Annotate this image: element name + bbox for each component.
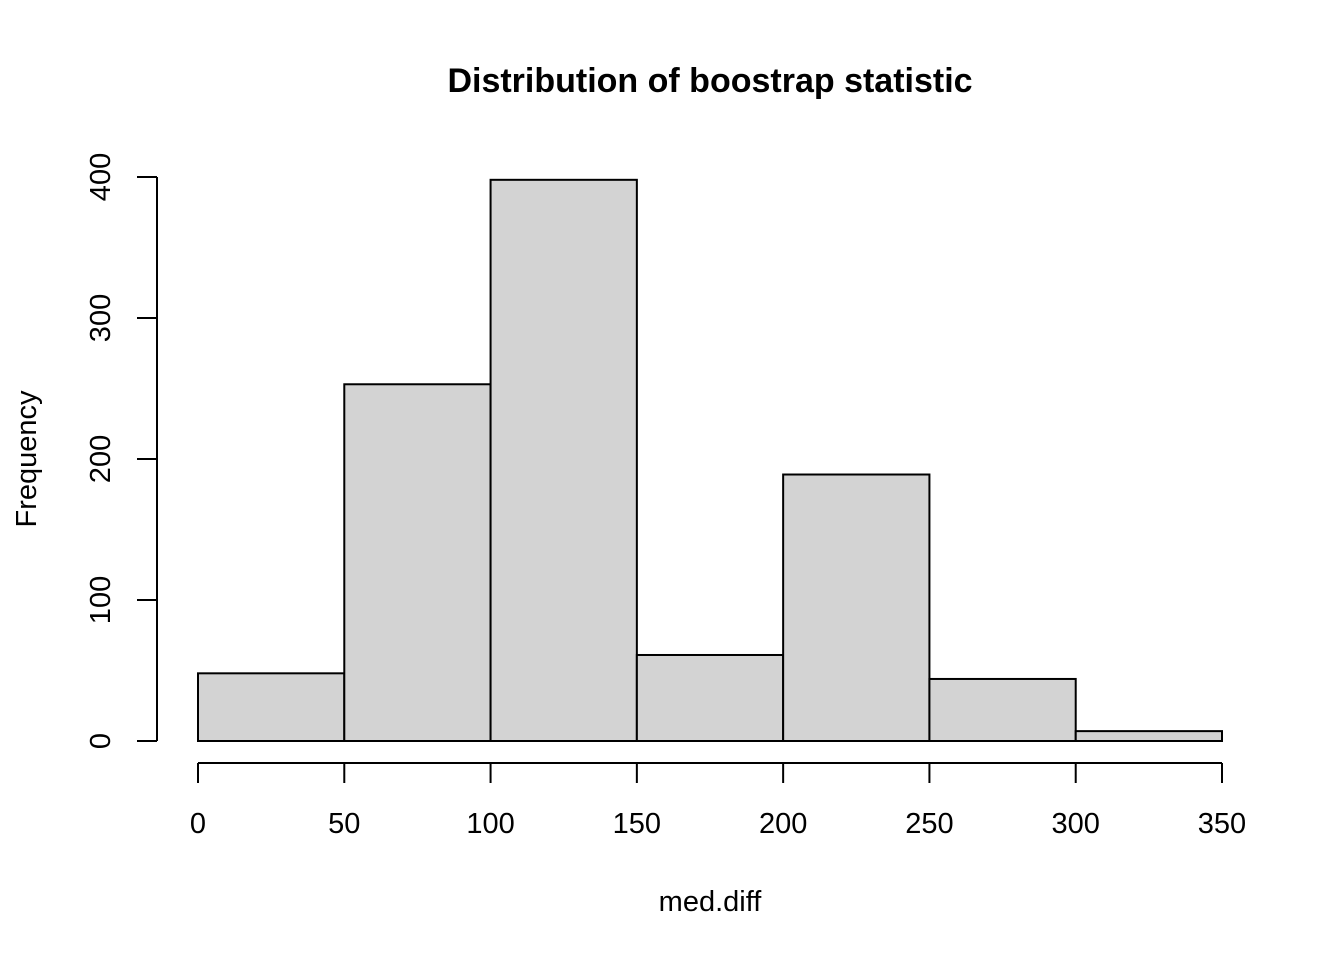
histogram-bar xyxy=(1074,730,1223,743)
x-tick-label: 150 xyxy=(613,808,661,840)
x-axis-label: med.diff xyxy=(659,886,763,918)
x-axis: 0 50 100 150 200 250 300 350 xyxy=(190,762,1246,840)
y-tick-label: 200 xyxy=(85,435,117,483)
histogram-bar xyxy=(635,653,785,742)
histogram-bar xyxy=(197,672,346,743)
histogram-bar xyxy=(782,473,931,742)
x-tick-label: 200 xyxy=(759,808,807,840)
x-tick-label: 0 xyxy=(190,808,206,840)
x-tick-label: 350 xyxy=(1198,808,1246,840)
y-tick-label: 300 xyxy=(85,294,117,342)
bars-group xyxy=(197,178,1223,743)
histogram-bar xyxy=(489,178,638,742)
x-tick-label: 100 xyxy=(466,808,514,840)
x-tick-label: 300 xyxy=(1052,808,1100,840)
y-tick-label: 400 xyxy=(85,153,117,201)
y-tick-label: 100 xyxy=(85,576,117,624)
y-axis: 0 100 200 300 400 xyxy=(85,153,158,749)
y-axis-label: Frequency xyxy=(11,390,43,528)
histogram-bar xyxy=(928,677,1077,743)
x-tick-label: 250 xyxy=(905,808,953,840)
histogram-bar xyxy=(343,383,492,742)
chart-title: Distribution of boostrap statistic xyxy=(447,62,972,100)
y-tick-label: 0 xyxy=(85,733,117,749)
x-tick-label: 50 xyxy=(328,808,360,840)
